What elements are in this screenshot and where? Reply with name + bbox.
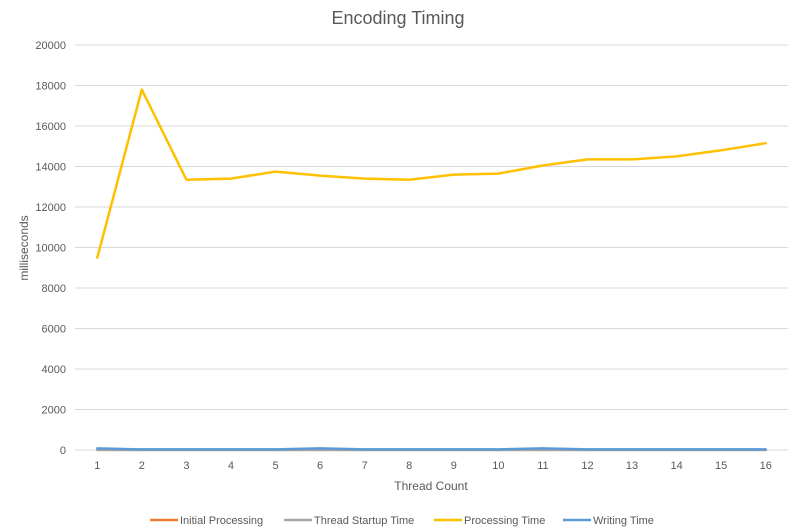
y-axis-ticks: 0 2000 4000 6000 8000 10000 12000 14000 16000 180…	[35, 40, 66, 457]
y-tick-label: 8000	[42, 283, 66, 295]
x-tick-label: 7	[362, 460, 368, 472]
x-tick-label: 13	[626, 460, 638, 472]
x-tick-label: 4	[228, 460, 234, 472]
series-line-writing-time	[96, 447, 767, 451]
legend-label: Writing Time	[593, 515, 654, 527]
y-tick-label: 2000	[42, 405, 66, 417]
x-tick-label: 9	[451, 460, 457, 472]
x-tick-label: 6	[317, 460, 323, 472]
y-axis-title: milliseconds	[17, 215, 31, 280]
legend: Initial Processing Thread Startup Time Pro…	[150, 515, 654, 527]
legend-label: Initial Processing	[180, 515, 263, 527]
x-tick-label: 3	[183, 460, 189, 472]
x-tick-label: 12	[581, 460, 593, 472]
grid-lines	[75, 44, 788, 451]
y-tick-label: 20000	[35, 40, 66, 52]
y-tick-label: 0	[60, 445, 66, 457]
x-axis-title: Thread Count	[394, 479, 468, 493]
chart-title: Encoding Timing	[331, 8, 464, 28]
y-tick-label: 14000	[35, 162, 66, 174]
x-tick-label: 16	[760, 460, 772, 472]
series-line-processing-time	[96, 88, 767, 259]
y-tick-label: 16000	[35, 121, 66, 133]
series-lines	[96, 88, 767, 452]
x-tick-label: 8	[406, 460, 412, 472]
x-tick-label: 14	[670, 460, 682, 472]
y-tick-label: 4000	[42, 364, 66, 376]
x-axis-ticks: 1 2 3 4 5 6 7 8 9 10 11 12 13 14 15 16	[94, 460, 772, 472]
legend-label: Processing Time	[464, 515, 545, 527]
x-tick-label: 5	[272, 460, 278, 472]
x-tick-label: 1	[94, 460, 100, 472]
x-tick-label: 2	[139, 460, 145, 472]
x-tick-label: 15	[715, 460, 727, 472]
x-tick-label: 10	[492, 460, 504, 472]
y-tick-label: 6000	[42, 324, 66, 336]
y-tick-label: 12000	[35, 202, 66, 214]
legend-label: Thread Startup Time	[314, 515, 414, 527]
y-tick-label: 18000	[35, 81, 66, 93]
x-tick-label: 11	[537, 460, 548, 472]
y-tick-label: 10000	[35, 243, 66, 255]
